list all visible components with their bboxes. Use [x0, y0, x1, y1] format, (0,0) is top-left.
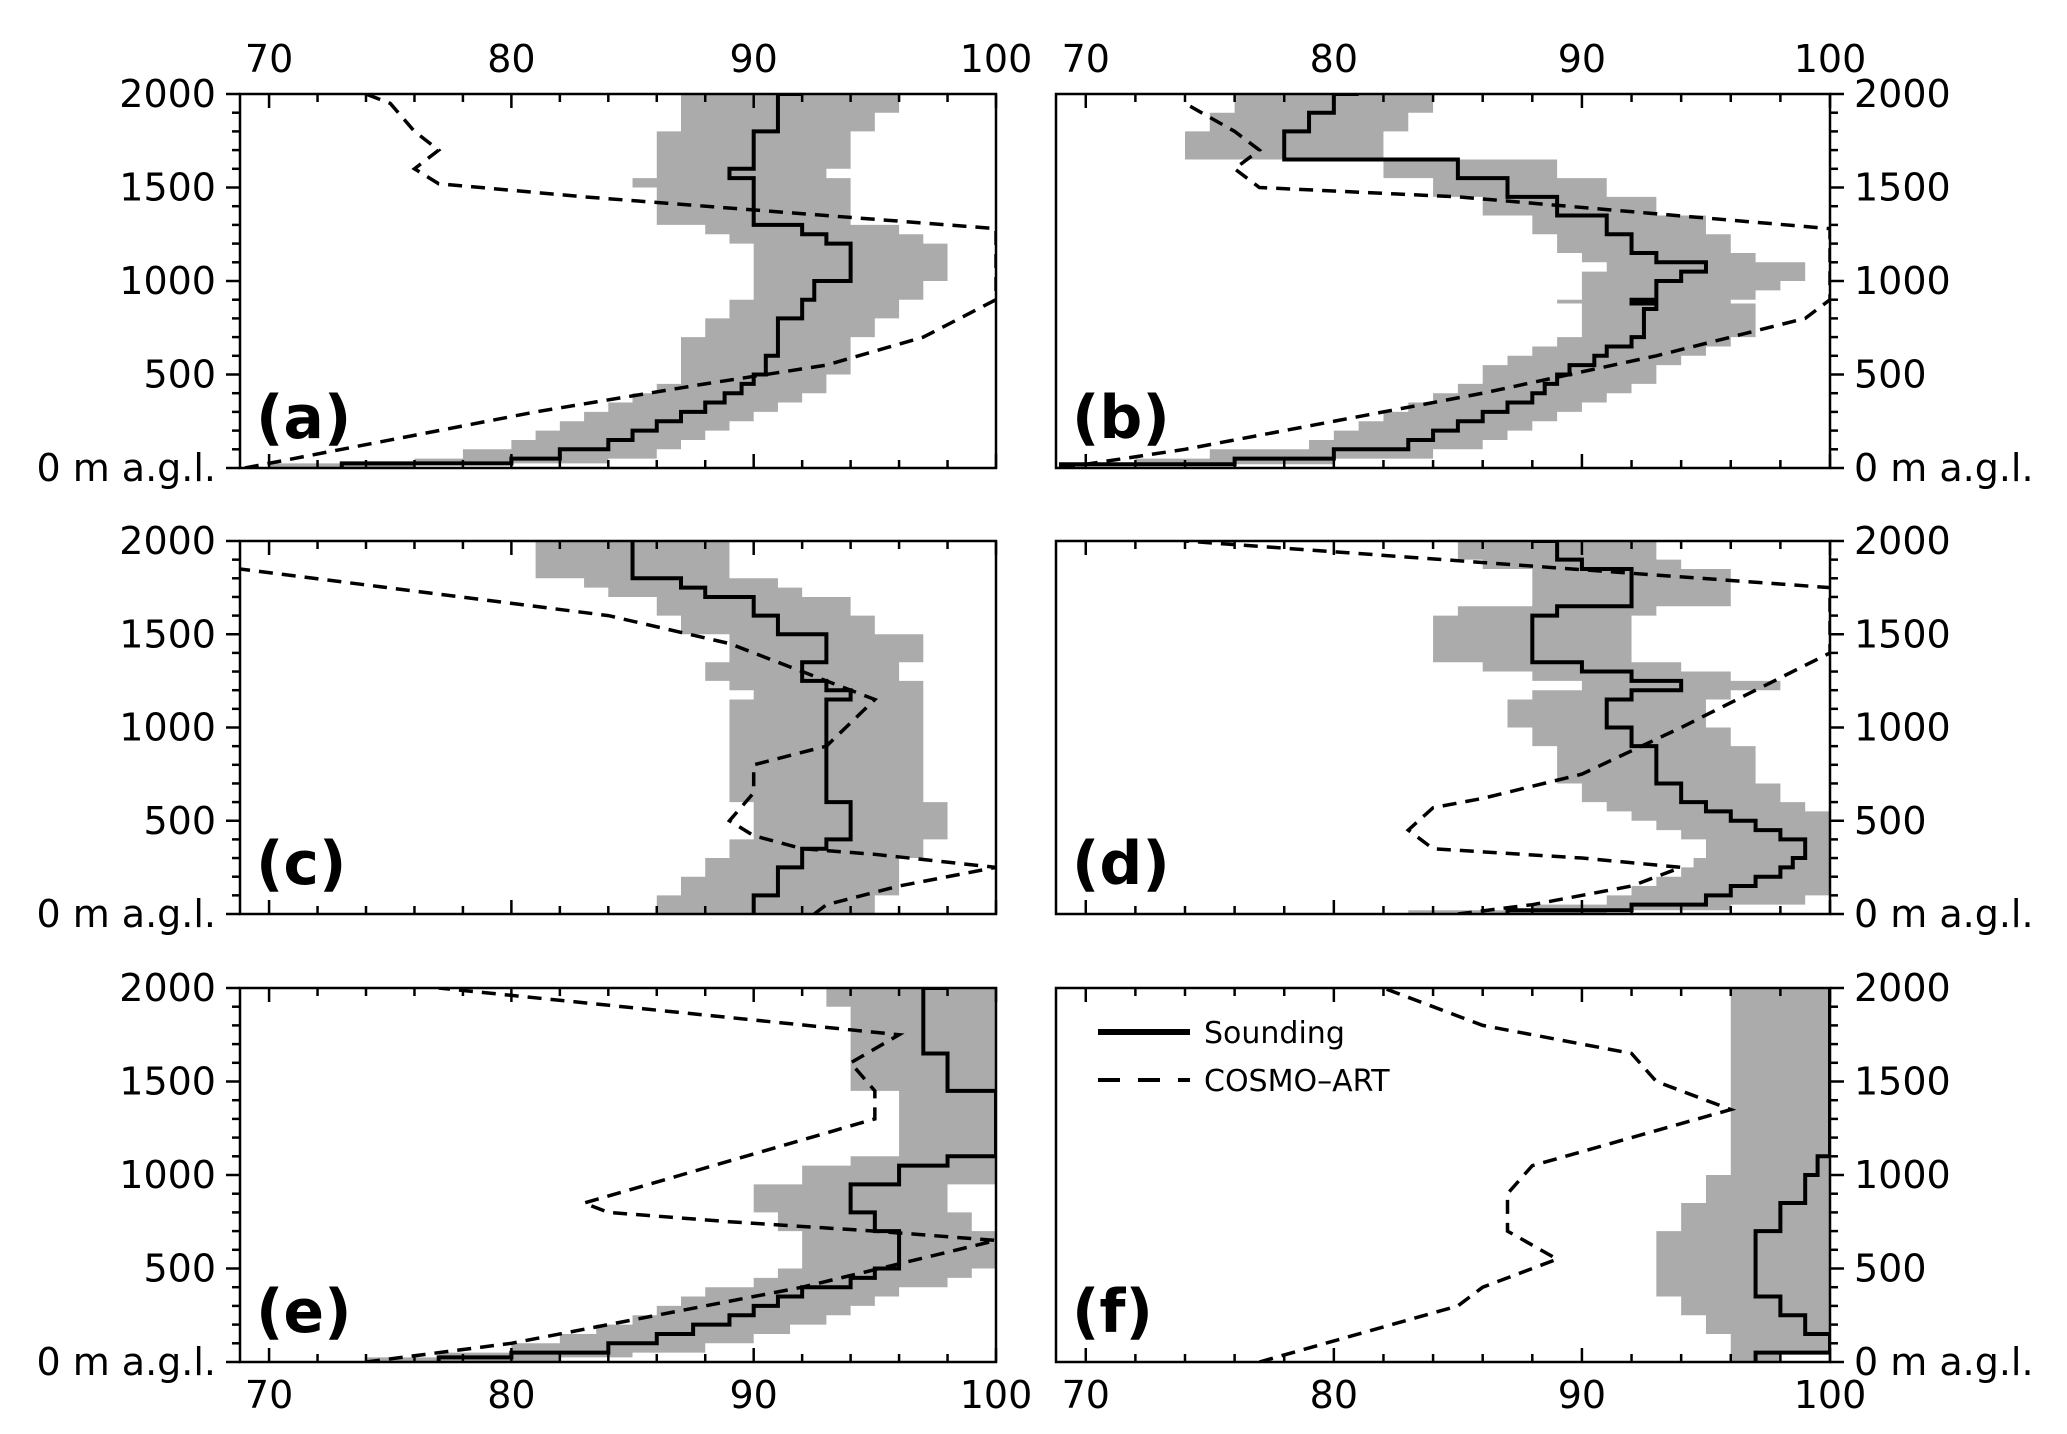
- cosmo-art-line: [240, 567, 996, 914]
- y-tick-label: 2000: [1854, 519, 1951, 563]
- y-tick-label: 1500: [119, 612, 216, 656]
- y-tick-label: 1000: [119, 259, 216, 303]
- sounding-line: [339, 94, 853, 468]
- sounding-line: [436, 988, 996, 1362]
- y-tick-label: 1000: [119, 706, 216, 750]
- panel-e: 0 m a.g.l. 500 1000 1500 2000 70 80 90 100 (e): [36, 966, 1032, 1417]
- y-tick-label: 500: [1854, 799, 1927, 843]
- x-tick-label: 100: [960, 1373, 1033, 1417]
- panel-f: 0 m a.g.l. 500 1000 1500 2000 70 80 90 100 (f) Sou…: [1054, 966, 2034, 1417]
- sounding-line: [630, 541, 853, 914]
- x-tick-label: 100: [960, 37, 1033, 81]
- y-tick-label: 2000: [1854, 72, 1951, 116]
- sounding-line: [1058, 94, 1708, 468]
- y-tick-label: 1500: [119, 166, 216, 210]
- x-tick-label: 80: [1310, 1373, 1358, 1417]
- y-tick-label: 2000: [119, 72, 216, 116]
- sounding-range-band: [535, 541, 948, 914]
- sounding-range-band: [269, 94, 948, 468]
- panel-b: 0 m a.g.l. 500 1000 1500 2000 70 80 90 100 (b): [1054, 37, 2034, 490]
- panel-label: (a): [256, 383, 351, 453]
- y-tick-label: 2000: [119, 519, 216, 563]
- x-tick-label: 90: [730, 1373, 778, 1417]
- y-tick-label: 1500: [1854, 1060, 1951, 1104]
- plot-area: [1258, 988, 1830, 1362]
- x-tick-label: 90: [1558, 1373, 1606, 1417]
- y-tick-label: 2000: [119, 966, 216, 1010]
- legend-sounding-label: Sounding: [1204, 1016, 1345, 1051]
- y-tick-label: 0 m a.g.l.: [1854, 446, 2034, 490]
- plot-area: [244, 94, 996, 468]
- y-tick-label: 1000: [1854, 1153, 1951, 1197]
- panel-label: (d): [1072, 829, 1170, 899]
- y-tick-label: 1000: [119, 1153, 216, 1197]
- x-tick-label: 100: [1794, 37, 1867, 81]
- plot-area: [1058, 94, 1830, 468]
- panel-c: 0 m a.g.l. 500 1000 1500 2000 (c): [36, 519, 998, 936]
- panel-label: (b): [1072, 383, 1170, 453]
- legend: Sounding COSMO–ART: [1098, 1016, 1390, 1099]
- x-tick-label: 90: [730, 37, 778, 81]
- plot-area: [365, 988, 996, 1362]
- y-tick-label: 500: [143, 353, 216, 397]
- y-tick-label: 0 m a.g.l.: [1854, 1340, 2034, 1384]
- sounding-range-band: [1656, 988, 1830, 1362]
- panel-d: 0 m a.g.l. 500 1000 1500 2000 (d): [1054, 519, 2034, 936]
- panel-label: (c): [256, 829, 346, 899]
- legend-cosmo-label: COSMO–ART: [1204, 1064, 1390, 1099]
- y-tick-label: 1500: [1854, 166, 1951, 210]
- y-tick-label: 0 m a.g.l.: [36, 1340, 216, 1384]
- panel-label: (f): [1072, 1277, 1153, 1347]
- cosmo-art-line: [365, 988, 996, 1362]
- sounding-range-band: [366, 988, 996, 1362]
- x-tick-label: 70: [245, 37, 293, 81]
- x-tick-label: 80: [487, 37, 535, 81]
- y-tick-label: 1000: [1854, 259, 1951, 303]
- x-tick-label: 70: [245, 1373, 293, 1417]
- y-tick-label: 2000: [1854, 966, 1951, 1010]
- y-tick-label: 0 m a.g.l.: [36, 446, 216, 490]
- sounding-range-band: [1060, 94, 1806, 468]
- y-tick-label: 1500: [1854, 612, 1951, 656]
- y-tick-label: 0 m a.g.l.: [1854, 892, 2034, 936]
- y-tick-label: 500: [1854, 353, 1927, 397]
- sounding-line: [1753, 988, 1830, 1362]
- panel-a: 0 m a.g.l. 500 1000 1500 2000 70 80 90 100 (a): [36, 37, 1032, 490]
- x-tick-label: 70: [1062, 37, 1110, 81]
- sounding-line: [1505, 541, 1808, 914]
- plot-area: [240, 541, 996, 914]
- plot-area: [1184, 541, 1830, 914]
- cosmo-art-line: [1258, 988, 1737, 1362]
- y-tick-label: 1500: [119, 1060, 216, 1104]
- x-tick-label: 80: [487, 1373, 535, 1417]
- y-tick-label: 500: [1854, 1247, 1927, 1291]
- cosmo-art-line: [244, 94, 996, 468]
- x-tick-label: 90: [1558, 37, 1606, 81]
- x-tick-label: 80: [1310, 37, 1358, 81]
- panel-label: (e): [256, 1277, 352, 1347]
- y-tick-label: 500: [143, 799, 216, 843]
- cosmo-art-line: [1060, 101, 1830, 468]
- y-tick-label: 500: [143, 1247, 216, 1291]
- x-tick-label: 100: [1794, 1373, 1867, 1417]
- y-tick-label: 1000: [1854, 706, 1951, 750]
- y-tick-label: 0 m a.g.l.: [36, 892, 216, 936]
- x-tick-label: 70: [1062, 1373, 1110, 1417]
